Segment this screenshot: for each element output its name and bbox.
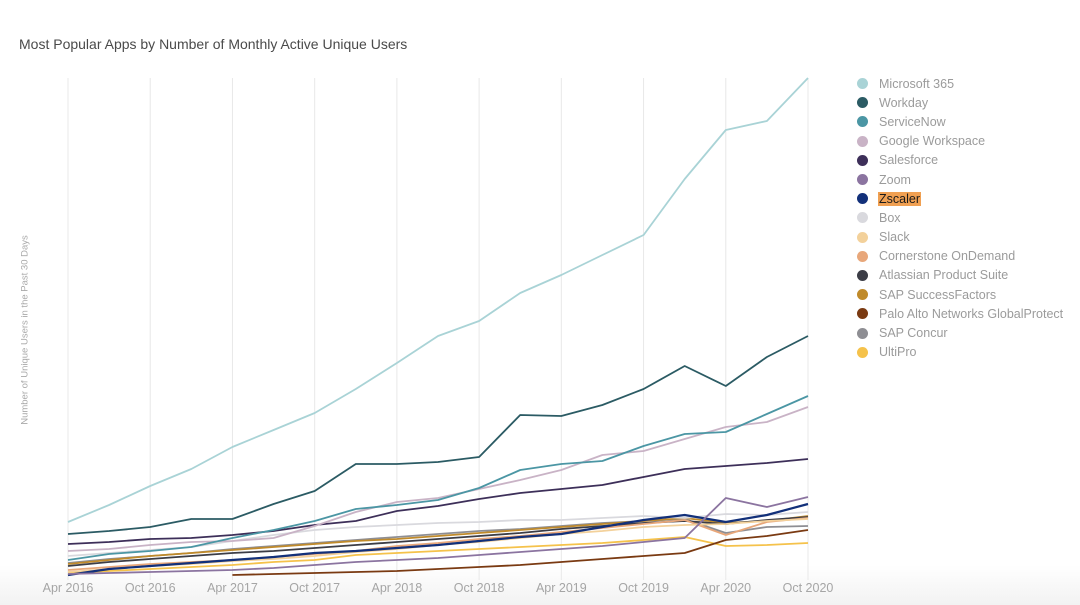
- x-tick-label: Apr 2018: [372, 581, 423, 595]
- legend-label: Palo Alto Networks GlobalProtect: [879, 306, 1064, 321]
- legend-label: UltiPro: [879, 345, 917, 360]
- x-tick-label: Oct 2017: [289, 581, 340, 595]
- x-tick-label: Oct 2019: [618, 581, 669, 595]
- legend-color-dot-icon: [857, 97, 868, 109]
- legend-color-dot-icon: [857, 135, 868, 147]
- legend-item-palo-alto-networks-globalprotect[interactable]: Palo Alto Networks GlobalProtect: [857, 304, 1064, 323]
- series-lines: [67, 77, 809, 577]
- x-tick-label: Apr 2019: [536, 581, 587, 595]
- legend-color-dot-icon: [857, 154, 868, 166]
- legend-item-cornerstone-ondemand[interactable]: Cornerstone OnDemand: [857, 247, 1064, 266]
- legend-color-dot-icon: [857, 193, 868, 205]
- x-tick-label: Apr 2017: [207, 581, 258, 595]
- legend-item-workday[interactable]: Workday: [857, 93, 1064, 112]
- series-line-atlassian-product-suite[interactable]: [67, 516, 809, 567]
- legend-color-dot-icon: [857, 212, 868, 224]
- legend-label: Cornerstone OnDemand: [879, 249, 1016, 264]
- series-line-palo-alto-networks-globalprotect[interactable]: [232, 529, 809, 576]
- series-line-google-workspace[interactable]: [67, 406, 809, 552]
- legend-color-dot-icon: [857, 174, 868, 186]
- legend-label: SAP SuccessFactors: [879, 287, 997, 302]
- legend-color-dot-icon: [857, 250, 868, 262]
- legend-item-microsoft-365[interactable]: Microsoft 365: [857, 74, 1064, 93]
- legend-color-dot-icon: [857, 346, 868, 358]
- legend-label: Google Workspace: [879, 134, 986, 149]
- legend-item-sap-successfactors[interactable]: SAP SuccessFactors: [857, 285, 1064, 304]
- x-tick-label: Oct 2016: [125, 581, 176, 595]
- legend-color-dot-icon: [857, 289, 868, 301]
- chart-title: Most Popular Apps by Number of Monthly A…: [19, 36, 408, 52]
- legend-item-google-workspace[interactable]: Google Workspace: [857, 132, 1064, 151]
- series-line-zoom[interactable]: [67, 496, 809, 575]
- legend-item-servicenow[interactable]: ServiceNow: [857, 112, 1064, 131]
- legend-label: SAP Concur: [879, 326, 948, 341]
- legend-label: Microsoft 365: [879, 76, 955, 91]
- legend-color-dot-icon: [857, 269, 868, 281]
- legend-item-zoom[interactable]: Zoom: [857, 170, 1064, 189]
- legend-label: Salesforce: [879, 153, 939, 168]
- legend-item-box[interactable]: Box: [857, 208, 1064, 227]
- legend-item-zscaler[interactable]: Zscaler: [857, 189, 1064, 208]
- legend-label: Zoom: [879, 172, 911, 187]
- x-tick-label: Apr 2020: [700, 581, 751, 595]
- legend-item-ultipro[interactable]: UltiPro: [857, 343, 1064, 362]
- series-line-salesforce[interactable]: [67, 458, 809, 545]
- legend-item-salesforce[interactable]: Salesforce: [857, 151, 1064, 170]
- legend-label: Workday: [879, 95, 929, 110]
- series-line-zscaler[interactable]: [67, 502, 809, 577]
- gridlines: [67, 78, 809, 580]
- series-line-workday[interactable]: [67, 335, 809, 535]
- x-axis-ticks: Apr 2016 Oct 2016 Apr 2017 Oct 2017 Apr 2018…: [43, 581, 834, 595]
- legend: Microsoft 365 Workday ServiceNow Google Wor…: [857, 74, 1064, 362]
- series-line-servicenow[interactable]: [67, 395, 809, 561]
- legend-color-dot-icon: [857, 231, 868, 243]
- legend-color-dot-icon: [857, 78, 868, 90]
- x-tick-label: Oct 2020: [783, 581, 834, 595]
- legend-color-dot-icon: [857, 327, 868, 339]
- y-axis-label: Number of Unique Users in the Past 30 Da…: [19, 235, 31, 425]
- legend-label: Zscaler: [878, 191, 921, 206]
- legend-label: Slack: [879, 230, 910, 245]
- legend-label: Box: [879, 210, 901, 225]
- series-line-microsoft-365[interactable]: [67, 77, 809, 523]
- legend-label: Atlassian Product Suite: [879, 268, 1009, 283]
- x-tick-label: Oct 2018: [454, 581, 505, 595]
- x-tick-label: Apr 2016: [43, 581, 94, 595]
- legend-item-atlassian-product-suite[interactable]: Atlassian Product Suite: [857, 266, 1064, 285]
- legend-color-dot-icon: [857, 308, 868, 320]
- legend-label: ServiceNow: [879, 114, 946, 129]
- legend-color-dot-icon: [857, 116, 868, 128]
- legend-item-sap-concur[interactable]: SAP Concur: [857, 323, 1064, 342]
- legend-item-slack[interactable]: Slack: [857, 228, 1064, 247]
